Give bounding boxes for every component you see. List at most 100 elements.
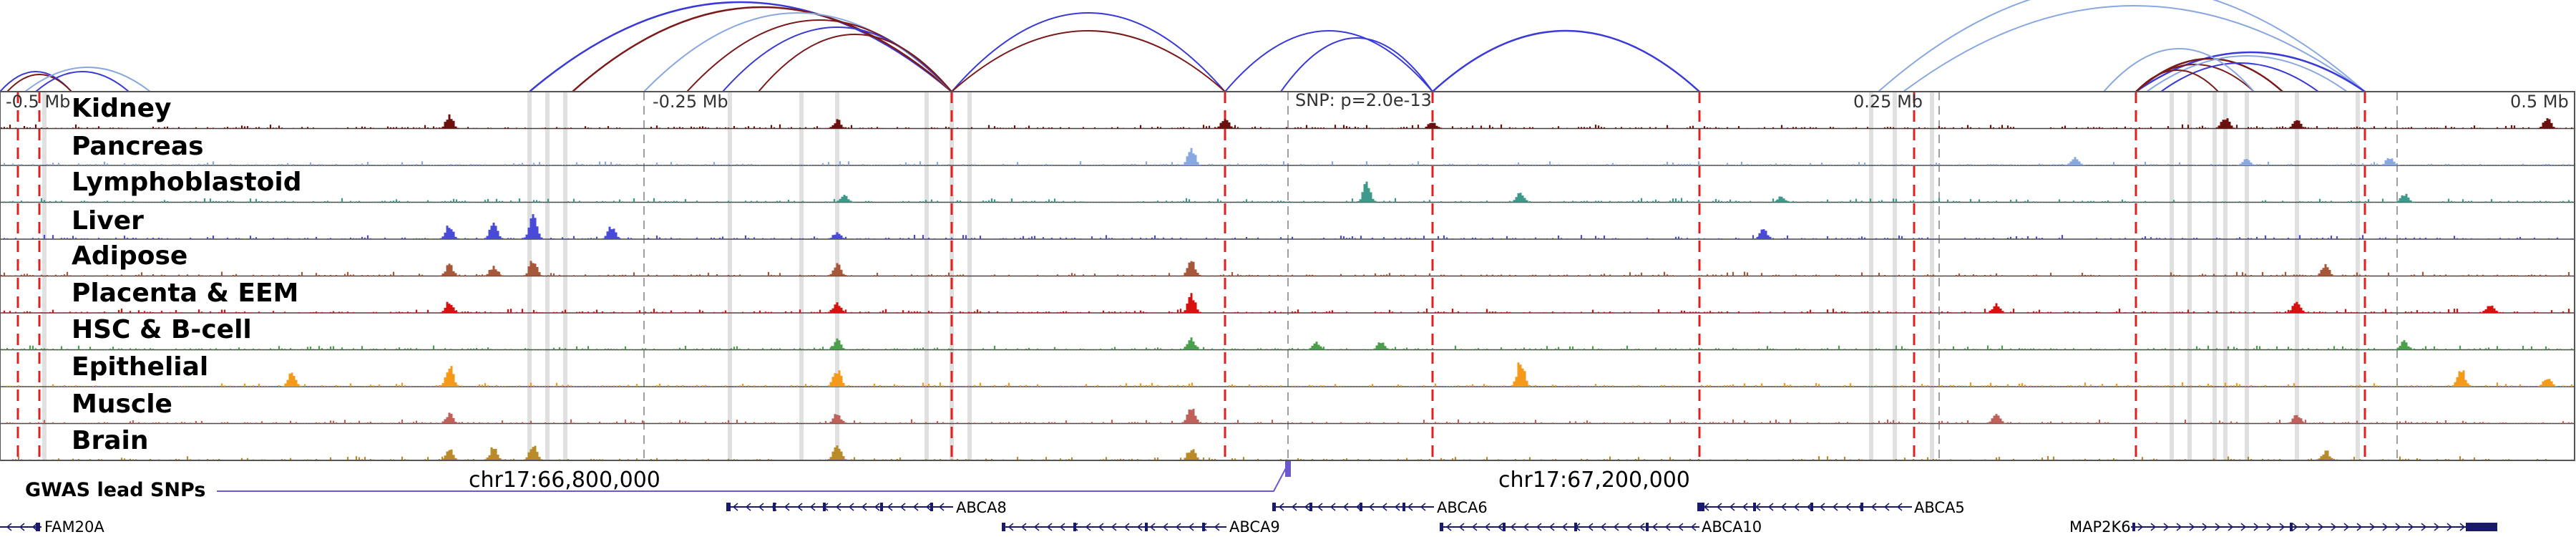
chromatin-loop-arc (1878, 0, 2366, 92)
signal-track (0, 181, 2575, 203)
gene-exon (1697, 503, 1704, 511)
signal-peak (2237, 159, 2257, 165)
chromatin-loops (0, 0, 2366, 93)
track-label-lymphoblastoid: Lymphoblastoid (72, 168, 302, 197)
chromatin-loop-arc (35, 71, 130, 92)
signal-peak (1181, 408, 1201, 424)
signal-noise (0, 198, 2573, 203)
signal-peak (827, 263, 847, 276)
tracks-frame (0, 91, 2575, 461)
chromatin-loop-arc (24, 67, 151, 92)
gene-model (1697, 503, 1912, 511)
gene-exon (1646, 523, 1649, 531)
gene-model (1272, 503, 1434, 511)
signal-peak (523, 214, 543, 239)
gene-exon (2466, 523, 2497, 531)
gene-exon (1002, 523, 1005, 531)
axis-tick-label: -0.5 Mb (6, 92, 70, 112)
signal-noise (0, 161, 2573, 165)
track-label-epithelial: Epithelial (72, 352, 208, 382)
signal-peak (1181, 147, 1201, 165)
axis-tick-label: 0.25 Mb (1853, 92, 1923, 112)
gene-model (2131, 523, 2497, 531)
gene-exon (880, 503, 883, 511)
signal-peak (2287, 415, 2307, 424)
signal-peak (1181, 293, 1201, 313)
gene-exon (1440, 523, 1443, 531)
axis-tick-label: 0.5 Mb (2510, 92, 2569, 112)
signal-track (0, 408, 2575, 425)
track-labels: Kidney Pancreas Lymphoblastoid Liver Adi… (72, 94, 302, 455)
signal-peak (1511, 362, 1531, 387)
gwas-snp-marker (1285, 461, 1291, 477)
signal-peak (2215, 118, 2235, 129)
gene-track (0, 503, 2497, 531)
gene-exon (1309, 503, 1312, 511)
signal-peak (2316, 450, 2336, 460)
coordinate-label: chr17:67,200,000 (1498, 468, 1690, 493)
signal-peak (484, 223, 504, 239)
signal-noise (0, 235, 2573, 239)
signal-peak (1423, 122, 1443, 129)
signal-peak (602, 226, 622, 239)
chromatin-loop-arc (2146, 55, 2348, 92)
chromatin-loop-arc (2160, 62, 2319, 92)
signal-peak (439, 114, 459, 129)
signal-track (0, 293, 2575, 314)
axis-tick-label: -0.25 Mb (653, 92, 728, 112)
signal-noise (0, 309, 2573, 313)
track-label-muscle: Muscle (72, 390, 172, 419)
gene-exon (930, 503, 933, 511)
signal-peak (439, 263, 459, 276)
gene-exon (823, 503, 826, 511)
signal-peak (827, 232, 847, 239)
signal-peak (1986, 303, 2006, 313)
chromatin-loop-arc (951, 30, 1226, 92)
gene-exon (2290, 523, 2293, 531)
gene-model (0, 523, 42, 531)
chromatin-loop-arc (1280, 37, 1433, 92)
signal-peak (282, 372, 302, 387)
signal-peak (1511, 193, 1531, 203)
gene-model (1002, 523, 1226, 531)
highlight-lines (16, 92, 2398, 460)
signal-peak (1357, 181, 1377, 203)
gene-exon (1860, 503, 1863, 511)
signal-peak (1754, 229, 1774, 239)
snp-annotation: SNP: p=2.0e-13 (1295, 90, 1432, 110)
signal-track (0, 114, 2575, 130)
track-label-hsc-bcell: HSC & B-cell (72, 315, 252, 344)
signal-peak (2537, 379, 2557, 387)
signal-peak (439, 226, 459, 239)
signal-peak (1772, 196, 1792, 203)
gene-exon (1360, 503, 1362, 511)
signal-peak (827, 302, 847, 313)
signal-peak (1371, 342, 1391, 350)
gene-exon (1402, 503, 1405, 511)
chromatin-loop-arc (6, 74, 72, 92)
gene-exon (1810, 503, 1813, 511)
signal-peak (484, 447, 504, 460)
gene-model (726, 503, 953, 511)
signal-peak (2394, 193, 2414, 203)
gene-label-abca9: ABCA9 (1229, 518, 1280, 536)
gene-exon (36, 523, 40, 531)
signal-peak (2537, 118, 2557, 129)
signal-noise (0, 419, 2573, 424)
signal-peak (523, 445, 543, 460)
signal-peak (2394, 340, 2414, 350)
signal-peak (1181, 337, 1201, 350)
gene-exon (773, 503, 776, 511)
signal-noise (0, 382, 2573, 387)
chromatin-loop-arc (686, 19, 952, 92)
gene-model (1440, 523, 1699, 531)
track-label-pancreas: Pancreas (72, 132, 204, 161)
chromatin-loop-arc (758, 34, 952, 92)
signal-noise (0, 124, 2573, 129)
gene-label-abca5: ABCA5 (1914, 499, 1965, 516)
coordinate-label: chr17:66,800,000 (469, 468, 660, 493)
signal-peak (523, 261, 543, 276)
signal-peak (827, 414, 847, 424)
track-label-brain: Brain (72, 426, 148, 455)
